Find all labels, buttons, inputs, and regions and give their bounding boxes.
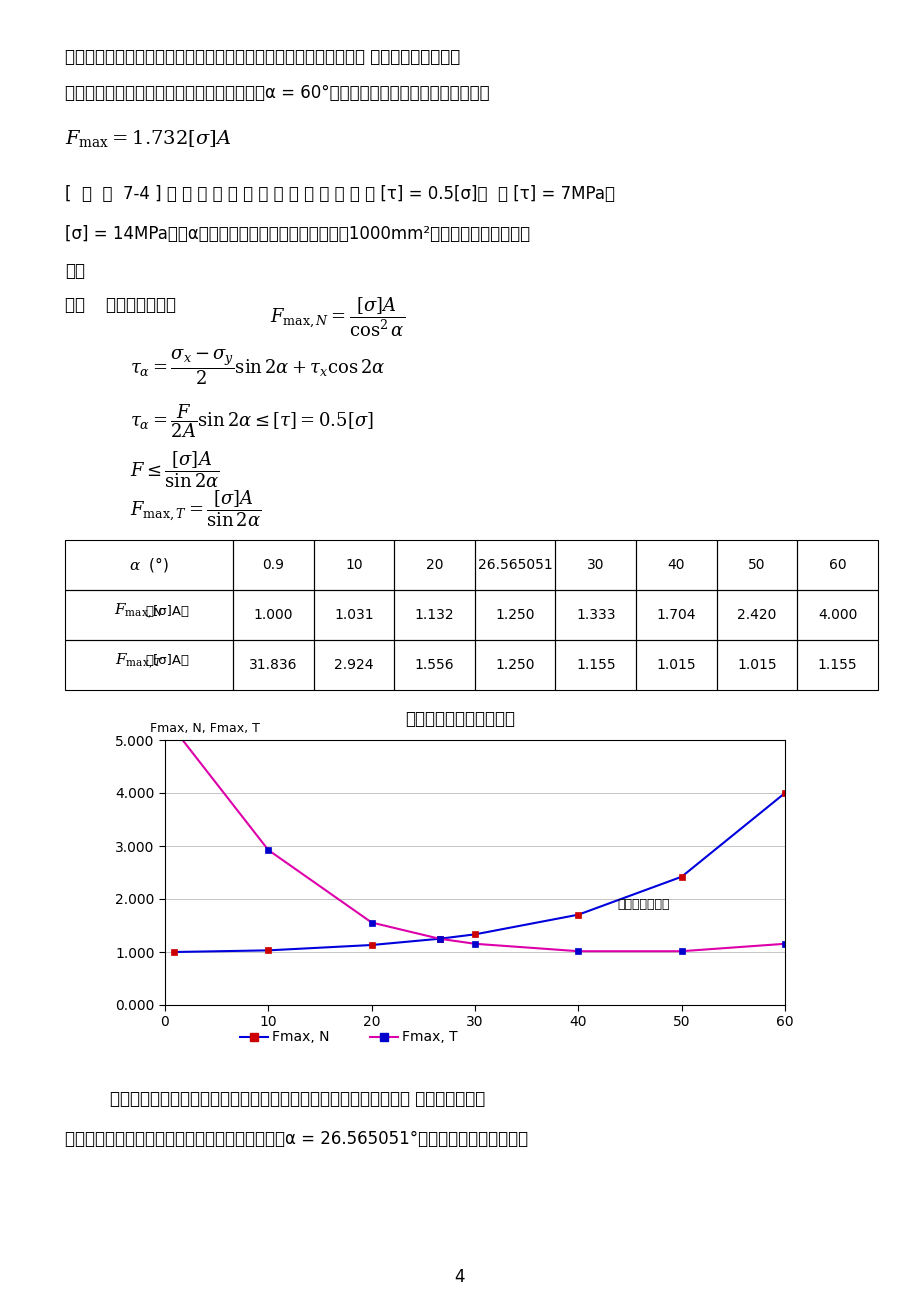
Text: （[σ]A）: （[σ]A） [145,655,188,668]
Bar [394,590,474,641]
Bar [635,540,716,590]
Text: 1.155: 1.155 [575,658,615,672]
Bar [474,641,555,690]
Text: $F_{\max,T}$: $F_{\max,T}$ [115,651,163,671]
Text: 斜面傀角（度）: 斜面傀角（度） [617,898,669,911]
Text: $F_{\max,N}$: $F_{\max,N}$ [114,602,164,621]
Text: 最大荷载随角度变化曲线: 最大荷载随角度变化曲线 [404,710,515,728]
Text: 0.9: 0.9 [262,559,284,572]
Bar [635,641,716,690]
Text: 26.565051: 26.565051 [477,559,552,572]
Text: （[σ]A）: （[σ]A） [145,604,188,617]
Text: 1.333: 1.333 [575,608,615,622]
Text: 1.250: 1.250 [495,658,534,672]
Text: 强度条件控制最大荷载。由图中可以看出，当α = 60°时，杆能承受最大荷载，该荷载为：: 强度条件控制最大荷载。由图中可以看出，当α = 60°时，杆能承受最大荷载，该荷… [65,85,489,102]
Text: 解：    由上题计算得：: 解： 由上题计算得： [65,296,176,314]
Text: 30: 30 [586,559,604,572]
Text: 由以上曲线可知，两曲线交点以左，由正应力强度条件控制最大荷载 交点以右，由切: 由以上曲线可知，两曲线交点以左，由正应力强度条件控制最大荷载 交点以右，由切 [110,1090,484,1108]
Text: 20: 20 [425,559,443,572]
Bar [797,590,877,641]
Bar [716,590,797,641]
Bar [313,540,394,590]
Text: $F\leq\dfrac{[\sigma]A}{\sin 2\alpha}$: $F\leq\dfrac{[\sigma]A}{\sin 2\alpha}$ [130,449,220,490]
Bar [65,590,233,641]
Text: $\alpha$  (°): $\alpha$ (°) [129,556,169,574]
Text: 4.000: 4.000 [817,608,857,622]
Text: 1.000: 1.000 [254,608,293,622]
Text: 1.704: 1.704 [656,608,696,622]
Bar [65,641,233,690]
Bar [797,540,877,590]
Text: 4: 4 [454,1268,465,1286]
Bar [313,641,394,690]
Text: 2.420: 2.420 [736,608,776,622]
Text: [  习  题  7-4 ] 若 上 题 中 拉 杆 胶 合 缝 的 许 用 应 力 [τ] = 0.5[σ]，  而 [τ] = 7MPa，: [ 习 题 7-4 ] 若 上 题 中 拉 杆 胶 合 缝 的 许 用 应 力 … [65,185,614,203]
Bar [65,540,233,590]
Text: 1.015: 1.015 [656,658,696,672]
Text: 1.250: 1.250 [495,608,534,622]
Bar [233,641,313,690]
Bar [313,590,394,641]
Text: 载。: 载。 [65,262,85,280]
Text: 60: 60 [828,559,845,572]
Text: 1.556: 1.556 [414,658,454,672]
Text: Fmax, N, Fmax, T: Fmax, N, Fmax, T [150,723,259,736]
Text: 50: 50 [747,559,765,572]
Text: 1.132: 1.132 [414,608,454,622]
Text: 1.155: 1.155 [817,658,857,672]
Bar [233,540,313,590]
Bar [474,590,555,641]
Bar [716,540,797,590]
Text: 应力强度条件控制最大荷载。由图中可以看出，当α = 26.565051°时，杆能承受最大荷载，: 应力强度条件控制最大荷载。由图中可以看出，当α = 26.565051°时，杆能… [65,1130,528,1148]
Text: 31.836: 31.836 [249,658,297,672]
Bar [555,641,635,690]
Bar [233,590,313,641]
Text: Fmax, T: Fmax, T [402,1030,457,1044]
Text: 1.031: 1.031 [334,608,373,622]
Text: 10: 10 [345,559,362,572]
Text: 2.924: 2.924 [334,658,373,672]
Text: $F_{\max,T}=\dfrac{[\sigma]A}{\sin 2\alpha}$: $F_{\max,T}=\dfrac{[\sigma]A}{\sin 2\alp… [130,488,261,529]
Text: $F_{\max}=1.732[\sigma]A$: $F_{\max}=1.732[\sigma]A$ [65,128,231,148]
Text: Fmax, N: Fmax, N [272,1030,329,1044]
Text: 由以上曲线可知，两曲线交点以左，由正应力强度条件控制最大荷载 交点以右，由切应力: 由以上曲线可知，两曲线交点以左，由正应力强度条件控制最大荷载 交点以右，由切应力 [65,48,460,66]
Bar [555,590,635,641]
Text: 40: 40 [667,559,685,572]
Text: $\tau_{\alpha}=\dfrac{F}{2A}\sin 2\alpha\leq[\tau]=0.5[\sigma]$: $\tau_{\alpha}=\dfrac{F}{2A}\sin 2\alpha… [130,402,373,440]
Text: [σ] = 14MPa，则α值应取多大？若杆的横截面面积为1000mm²，试确定其最大许可荷: [σ] = 14MPa，则α值应取多大？若杆的横截面面积为1000mm²，试确定… [65,225,529,243]
Text: 1.015: 1.015 [736,658,776,672]
Bar [394,641,474,690]
Text: $F_{\max,N}=\dfrac{[\sigma]A}{\cos^2\alpha}$: $F_{\max,N}=\dfrac{[\sigma]A}{\cos^2\alp… [269,296,404,340]
Bar [797,641,877,690]
Bar [555,540,635,590]
Bar [394,540,474,590]
Text: $\tau_{\alpha}=\dfrac{\sigma_x-\sigma_y}{2}\sin 2\alpha+\tau_x\cos 2\alpha$: $\tau_{\alpha}=\dfrac{\sigma_x-\sigma_y}… [130,348,385,388]
Bar [474,540,555,590]
Bar [635,590,716,641]
Bar [716,641,797,690]
